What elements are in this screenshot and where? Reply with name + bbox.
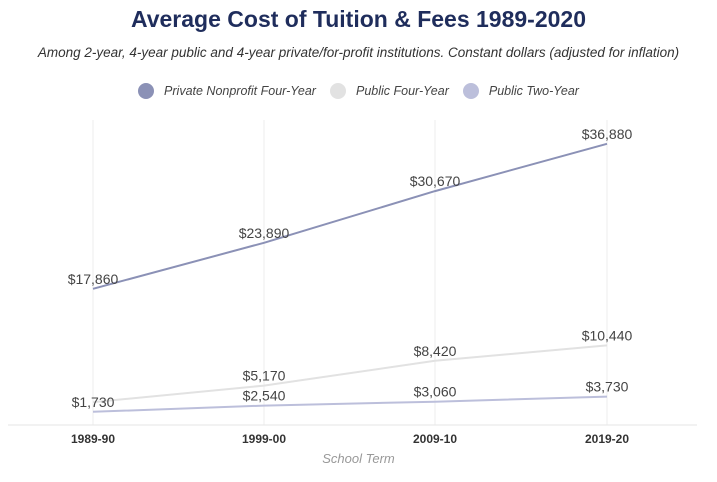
data-label-s2-1989-90: $1,730	[72, 394, 115, 410]
legend-dot-public-four-year	[329, 83, 346, 99]
legend-label-private-nonprofit: Private Nonprofit Four-Year	[164, 84, 316, 98]
series-line-1	[92, 344, 608, 404]
series-line-0	[92, 142, 608, 290]
legend-label-public-two-year: Public Two-Year	[488, 84, 579, 98]
data-label-s0-2009-10: $30,670	[410, 173, 461, 189]
data-label-s1-2009-10: $8,420	[414, 343, 457, 359]
series-line-2	[92, 395, 608, 413]
x-axis-label: School Term	[322, 451, 395, 466]
legend-label-public-four-year: Public Four-Year	[355, 84, 449, 98]
x-tick-label-1999-00: 1999-00	[242, 432, 286, 446]
data-label-s0-1999-00: $23,890	[239, 225, 290, 241]
legend-item-public-four-year[interactable]: Public Four-Year	[329, 83, 449, 99]
x-tick-label-2009-10: 2009-10	[413, 432, 457, 446]
x-tick-label-1989-90: 1989-90	[71, 432, 115, 446]
data-label-s2-2019-20: $3,730	[586, 379, 629, 395]
data-label-s2-1999-00: $2,540	[243, 388, 286, 404]
data-label-s1-1999-00: $5,170	[243, 368, 286, 384]
legend: Private Nonprofit Four-Year Public Four-…	[0, 83, 717, 99]
x-tick-label-2019-20: 2019-20	[585, 432, 629, 446]
chart-title: Average Cost of Tuition & Fees 1989-2020	[130, 6, 587, 32]
legend-item-public-two-year[interactable]: Public Two-Year	[462, 83, 579, 99]
legend-dot-public-two-year	[462, 83, 479, 99]
legend-item-private-nonprofit[interactable]: Private Nonprofit Four-Year	[138, 83, 316, 99]
data-label-s2-2009-10: $3,060	[414, 384, 457, 400]
data-label-s0-1989-90: $17,860	[68, 271, 119, 287]
data-label-s1-2019-20: $10,440	[582, 327, 633, 343]
chart-subtitle: Among 2-year, 4-year public and 4-year p…	[37, 45, 680, 60]
legend-dot-private-nonprofit	[138, 83, 155, 99]
data-label-s0-2019-20: $36,880	[582, 126, 633, 142]
